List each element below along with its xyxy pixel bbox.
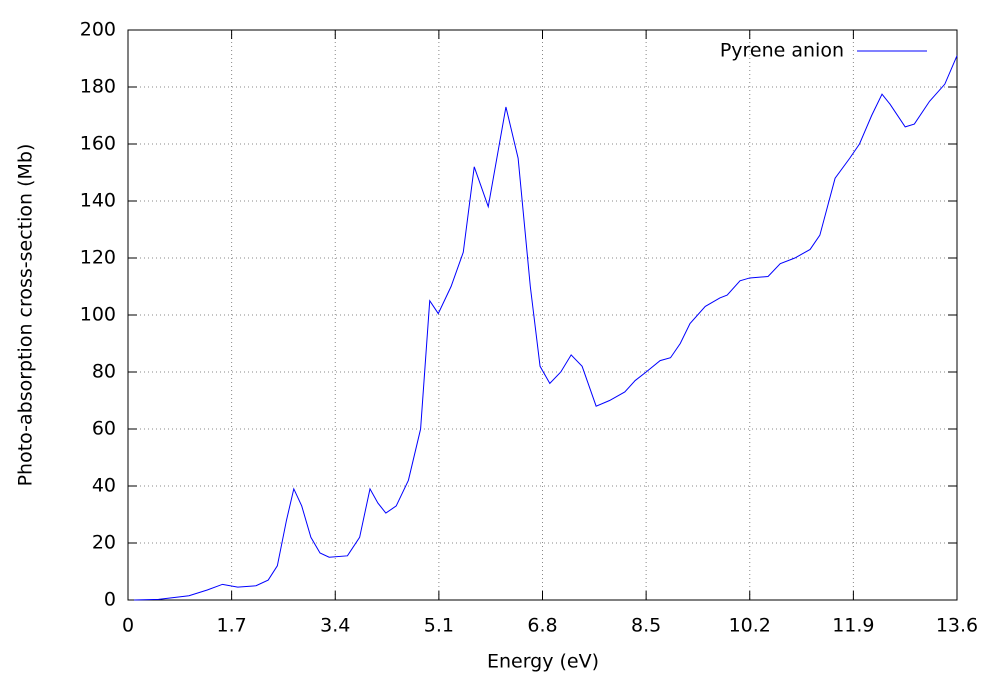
y-axis-label: Photo-absorption cross-section (Mb) xyxy=(15,144,37,487)
x-axis-label: Energy (eV) xyxy=(487,651,599,673)
x-tick-label: 8.5 xyxy=(631,615,661,637)
y-tick-label: 40 xyxy=(92,475,116,497)
y-tick-label: 140 xyxy=(80,190,116,212)
x-tick-label: 6.8 xyxy=(527,615,557,637)
y-tick-label: 0 xyxy=(104,589,116,611)
x-tick-label: 3.4 xyxy=(320,615,350,637)
y-tick-label: 80 xyxy=(92,361,116,383)
legend-label: Pyrene anion xyxy=(720,40,844,62)
plot-frame xyxy=(127,29,958,601)
x-tick-label: 5.1 xyxy=(424,615,454,637)
y-tick-label: 100 xyxy=(80,304,116,326)
y-tick-label: 180 xyxy=(80,76,116,98)
x-tick-label: 10.2 xyxy=(729,615,771,637)
x-tick-label: 13.6 xyxy=(936,615,978,637)
y-tick-label: 200 xyxy=(80,19,116,41)
x-tick-label: 1.7 xyxy=(217,615,247,637)
y-tick-label: 60 xyxy=(92,418,116,440)
y-tick-label: 120 xyxy=(80,247,116,269)
y-tick-label: 160 xyxy=(80,133,116,155)
x-tick-label: 0 xyxy=(122,615,134,637)
x-tick-label: 11.9 xyxy=(832,615,874,637)
y-tick-label: 20 xyxy=(92,532,116,554)
data-line xyxy=(134,55,958,601)
